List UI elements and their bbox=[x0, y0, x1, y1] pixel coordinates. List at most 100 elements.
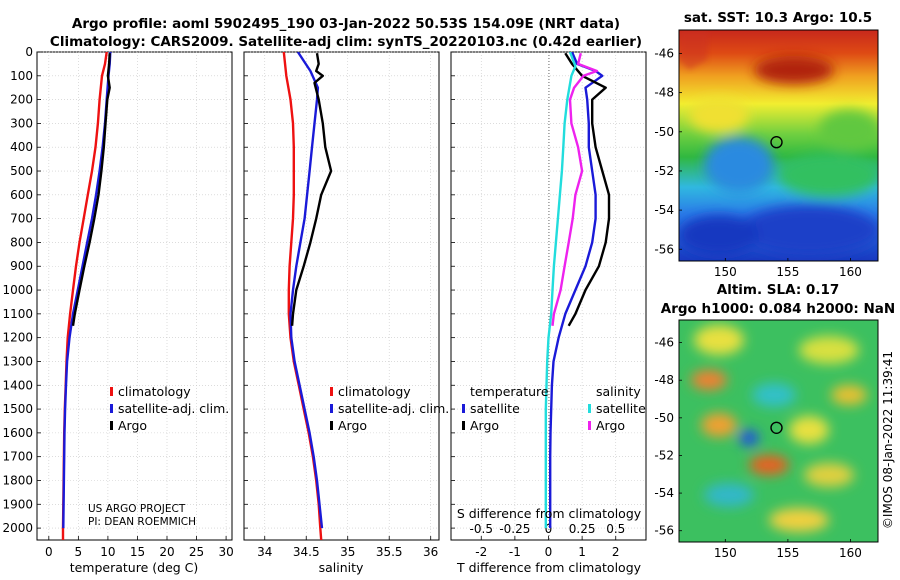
x-tick-label: 15 bbox=[130, 545, 145, 559]
map-y-tick-label: -48 bbox=[654, 86, 674, 100]
map-y-tick-label: -50 bbox=[654, 125, 674, 139]
map-y-tick-label: -46 bbox=[654, 46, 674, 60]
sst-map-title: sat. SST: 10.3 Argo: 10.5 bbox=[684, 10, 872, 26]
y-tick-label: 1000 bbox=[2, 283, 33, 297]
salinity-difference-tick-labels: -0.5 -0.25 0 0.25 0.5 bbox=[470, 522, 626, 536]
map-y-tick-label: -46 bbox=[654, 336, 674, 350]
legend-swatch-argo bbox=[330, 421, 333, 430]
s-diff-tick-label: -0.5 bbox=[470, 522, 493, 536]
map-y-tick-label: -50 bbox=[654, 411, 674, 425]
x-tick-label: 20 bbox=[159, 545, 174, 559]
temperature-lines bbox=[61, 52, 112, 540]
sla-map-title-line2: Argo h1000: 0.084 h2000: NaN bbox=[661, 301, 895, 317]
map-y-tick-label: -54 bbox=[654, 486, 674, 500]
map-y-tick-label: -56 bbox=[654, 242, 674, 256]
temperature-panel: 0100200300400500600700800900100011001200… bbox=[2, 45, 233, 575]
x-tick-label: 35.5 bbox=[376, 545, 403, 559]
y-tick-label: 1600 bbox=[2, 426, 33, 440]
y-tick-label: 700 bbox=[10, 212, 33, 226]
map-x-tick-label: 150 bbox=[714, 546, 737, 560]
s-diff-tick-label: 0.25 bbox=[569, 522, 596, 536]
x-tick-label: -1 bbox=[509, 545, 521, 559]
salinity-axis-label: salinity bbox=[319, 560, 364, 575]
t-difference-axis-label: T difference from climatology bbox=[456, 560, 642, 575]
y-tick-label: 600 bbox=[10, 188, 33, 202]
x-tick-label: -2 bbox=[475, 545, 487, 559]
credit-line1: US ARGO PROJECT bbox=[88, 503, 186, 515]
sla-map-ticks: 150 155 160 -46 -48 -50 -52 -54 -56 bbox=[654, 336, 862, 560]
sst-map-frame bbox=[678, 29, 879, 262]
salinity-legend: climatology satellite-adj. clim. Argo bbox=[330, 384, 449, 433]
temperature-axis-label: temperature (deg C) bbox=[70, 560, 199, 575]
figure-title-line2: Climatology: CARS2009. Satellite-adj cli… bbox=[50, 34, 642, 50]
legend-label-climatology: climatology bbox=[338, 384, 411, 399]
sla-map-panel: Altim. SLA: 0.17 Argo h1000: 0.084 h2000… bbox=[654, 282, 895, 560]
salinity-line-argo bbox=[290, 53, 333, 326]
y-tick-label: 0 bbox=[25, 45, 33, 59]
legend-title-temperature: temperature bbox=[470, 384, 549, 399]
map-x-tick-label: 155 bbox=[776, 265, 799, 279]
difference-lines bbox=[544, 52, 611, 529]
depth-tick-labels: 0 100 200 300 400 500 600 700 800 900 1000 1100 1200… bbox=[2, 45, 33, 535]
y-tick-label: 1100 bbox=[2, 307, 33, 321]
map-y-tick-label: -56 bbox=[654, 524, 674, 538]
legend-title-salinity: salinity bbox=[596, 384, 641, 399]
s-diff-tick-label: -0.25 bbox=[499, 522, 530, 536]
legend-label-temperature-satellite: satellite bbox=[470, 401, 520, 416]
legend-label-argo: Argo bbox=[118, 418, 147, 433]
y-tick-label: 800 bbox=[10, 235, 33, 249]
legend-swatch-salinity-satellite bbox=[588, 404, 591, 413]
x-tick-label: 30 bbox=[218, 545, 233, 559]
x-tick-label: 10 bbox=[100, 545, 115, 559]
timestamp: ©IMOS 08-Jan-2022 11:39:41 bbox=[881, 351, 895, 529]
salinity-panel: 34 34.5 35 35.5 36 salinity climatology sate… bbox=[243, 51, 449, 575]
y-tick-label: 900 bbox=[10, 259, 33, 273]
legend-swatch-temperature-satellite bbox=[462, 404, 465, 413]
y-tick-label: 500 bbox=[10, 164, 33, 178]
y-tick-label: 1400 bbox=[2, 378, 33, 392]
map-y-tick-label: -48 bbox=[654, 373, 674, 387]
legend-label-salinity-argo: Argo bbox=[596, 418, 625, 433]
credit-line2: PI: DEAN ROEMMICH bbox=[88, 516, 196, 528]
y-tick-label: 400 bbox=[10, 140, 33, 154]
legend-swatch-argo bbox=[110, 421, 113, 430]
map-x-tick-label: 160 bbox=[839, 265, 862, 279]
sla-map-frame bbox=[678, 319, 879, 543]
x-tick-label: 34 bbox=[257, 545, 272, 559]
y-tick-label: 1800 bbox=[2, 473, 33, 487]
sst-map-image bbox=[679, 30, 878, 261]
y-tick-label: 100 bbox=[10, 69, 33, 83]
sla-map-image bbox=[679, 320, 878, 542]
x-tick-label: 34.5 bbox=[293, 545, 320, 559]
temperature-line-argo bbox=[71, 53, 111, 326]
x-tick-label: 25 bbox=[189, 545, 204, 559]
legend-swatch-climatology bbox=[110, 387, 113, 396]
x-tick-label: 0 bbox=[45, 545, 53, 559]
x-tick-label: 0 bbox=[545, 545, 553, 559]
sst-map-panel: sat. SST: 10.3 Argo: 10.5 150 155 160 -46 -4… bbox=[654, 10, 879, 279]
difference-legend: temperature satellite Argo salinity sate… bbox=[462, 384, 646, 433]
y-tick-label: 1200 bbox=[2, 331, 33, 345]
y-tick-label: 200 bbox=[10, 93, 33, 107]
legend-swatch-temperature-argo bbox=[462, 421, 465, 430]
map-x-tick-label: 160 bbox=[839, 546, 862, 560]
salinity-axes-box bbox=[243, 51, 440, 541]
temperature-legend: climatology satellite-adj. clim. Argo bbox=[110, 384, 229, 433]
x-tick-label: 2 bbox=[612, 545, 620, 559]
s-difference-axis-label: S difference from climatology bbox=[457, 506, 642, 521]
y-tick-label: 1900 bbox=[2, 497, 33, 511]
float-position-marker bbox=[770, 421, 783, 434]
temperature-axes-box bbox=[36, 51, 233, 541]
temperature-tick-labels: 0 5 10 15 20 25 30 bbox=[45, 545, 234, 559]
s-diff-tick-label: 0 bbox=[545, 522, 553, 536]
difference-line-salinity-satellite bbox=[544, 52, 577, 529]
x-tick-label: 1 bbox=[578, 545, 586, 559]
map-x-tick-label: 150 bbox=[714, 265, 737, 279]
map-y-tick-label: -52 bbox=[654, 164, 674, 178]
difference-line-salinity-argo bbox=[551, 52, 599, 326]
x-tick-label: 36 bbox=[423, 545, 438, 559]
legend-swatch-satellite-adj bbox=[330, 404, 333, 413]
map-y-tick-label: -54 bbox=[654, 203, 674, 217]
salinity-lines bbox=[282, 52, 333, 540]
